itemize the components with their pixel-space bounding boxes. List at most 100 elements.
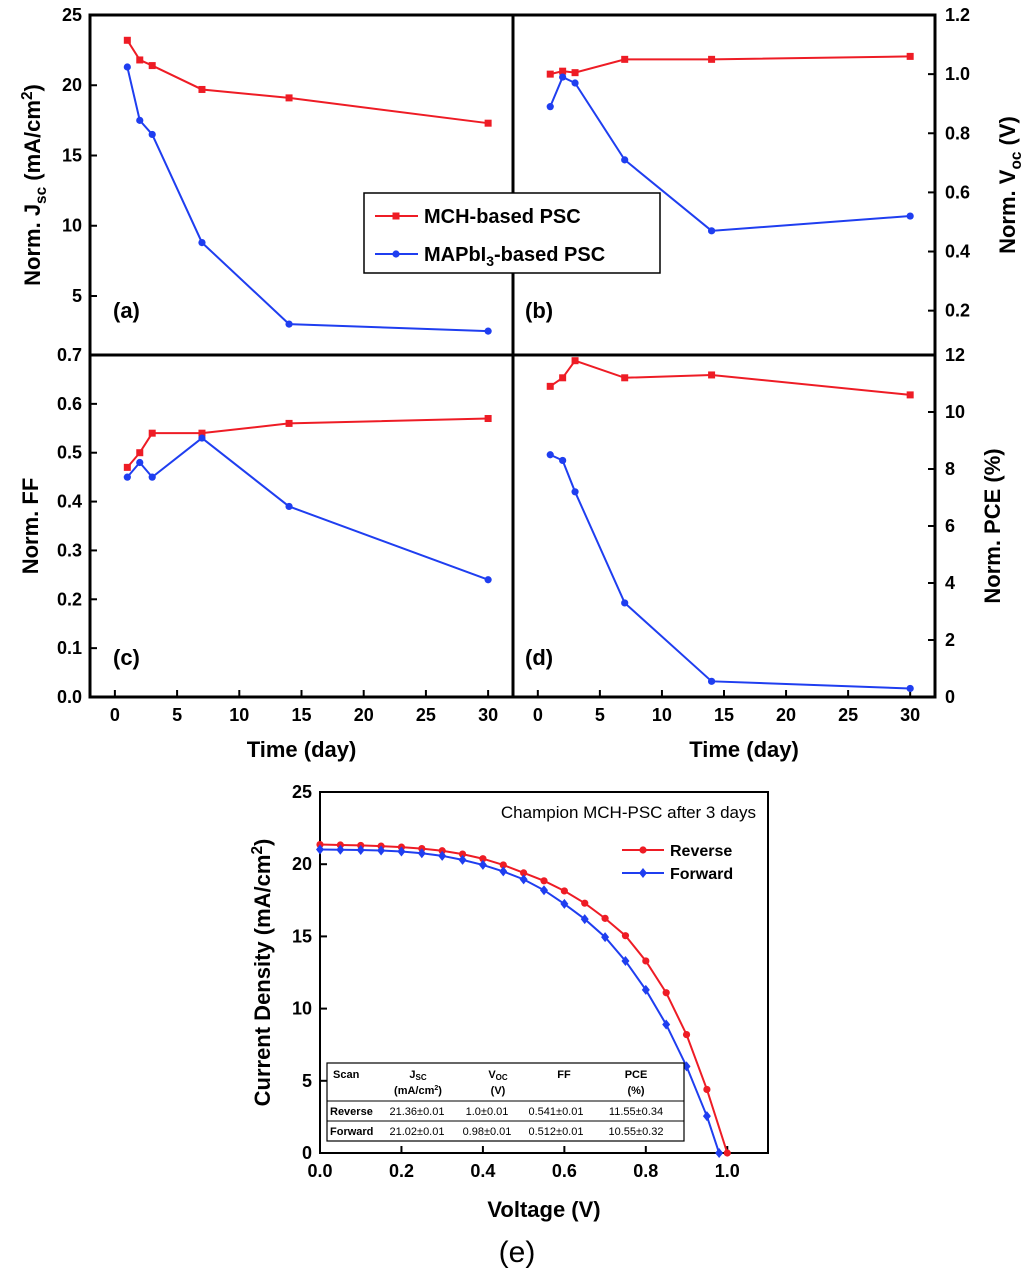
data-point bbox=[540, 885, 548, 896]
y-tick-label: 0 bbox=[945, 687, 955, 707]
series-line bbox=[126, 417, 489, 469]
data-point bbox=[546, 451, 554, 459]
y-tick-label: 0.7 bbox=[57, 345, 82, 365]
data-point bbox=[499, 866, 508, 877]
plot-frame bbox=[319, 791, 769, 1154]
y-axis-title: Norm. Jsc (mA/cm2) bbox=[19, 84, 50, 286]
data-point bbox=[715, 1148, 724, 1158]
data-point bbox=[438, 847, 446, 855]
series-line bbox=[126, 436, 489, 581]
data-point bbox=[336, 844, 345, 855]
series-line bbox=[549, 453, 911, 690]
legend-marker bbox=[639, 846, 647, 854]
y-tick-label: 10 bbox=[292, 999, 312, 1019]
series-mapbi3-based-psc bbox=[123, 63, 492, 335]
table-unit: (mA/cm2) bbox=[394, 1085, 442, 1097]
data-point bbox=[519, 874, 528, 885]
panel-e: 0 5 10 15 20 25 0.0 0.2 0.4 0.6 0.8 1.0 Current Dens… bbox=[249, 782, 769, 1269]
y-tick-label: 1.0 bbox=[945, 64, 970, 84]
table-cell: Reverse bbox=[330, 1106, 373, 1118]
y-tick-label: 8 bbox=[945, 459, 955, 479]
series-mch-based-psc bbox=[123, 36, 492, 127]
data-point bbox=[559, 374, 567, 382]
data-point bbox=[559, 73, 567, 81]
data-point bbox=[484, 327, 492, 335]
legend-label: MCH-based PSC bbox=[424, 206, 581, 228]
y-tick-label: 20 bbox=[292, 854, 312, 874]
legend-label: Reverse bbox=[670, 843, 732, 860]
y-tick-label: 0.3 bbox=[57, 540, 82, 560]
y-tick-label: 0 bbox=[302, 1143, 312, 1163]
table-cell: 0.512±0.01 bbox=[529, 1126, 584, 1138]
data-point bbox=[148, 473, 156, 481]
data-point bbox=[136, 449, 144, 457]
legend-e: Reverse Forward bbox=[622, 843, 733, 883]
data-point bbox=[499, 861, 507, 869]
data-point bbox=[285, 94, 293, 102]
data-point bbox=[484, 415, 492, 423]
data-point bbox=[520, 869, 528, 877]
y-tick-label: 6 bbox=[945, 516, 955, 536]
y-tick-label: 0.2 bbox=[945, 301, 970, 321]
data-point bbox=[560, 898, 569, 909]
data-point bbox=[708, 55, 716, 63]
x-tick-label: 0 bbox=[533, 705, 543, 725]
panel-label: (a) bbox=[113, 298, 140, 323]
y-axis-title: Current Density (mA/cm2) bbox=[249, 839, 275, 1107]
x-tick-label: 15 bbox=[714, 705, 734, 725]
y-tick-label: 4 bbox=[945, 573, 955, 593]
table-unit: (V) bbox=[491, 1085, 506, 1097]
table-cell: 11.55±0.34 bbox=[609, 1106, 663, 1118]
data-point bbox=[621, 374, 629, 382]
y-tick-label: 0.5 bbox=[57, 443, 82, 463]
x-axis-title: Time (day) bbox=[247, 737, 357, 762]
y-tick-label: 0.8 bbox=[945, 123, 970, 143]
data-point bbox=[540, 877, 548, 885]
series-line bbox=[126, 39, 489, 125]
y-tick-label: 25 bbox=[292, 782, 312, 802]
data-point bbox=[198, 434, 206, 442]
data-point bbox=[285, 502, 293, 511]
x-tick-label: 20 bbox=[354, 705, 374, 725]
plot-layer: 5 10 15 20 25 Norm. Jsc (mA/cm2) (a) 0.2 0.4 0.6 0… bbox=[18, 5, 1025, 1269]
panel-a: 5 10 15 20 25 Norm. Jsc (mA/cm2) (a) bbox=[19, 5, 515, 357]
y-tick-label: 15 bbox=[62, 145, 82, 165]
x-tick-label: 20 bbox=[776, 705, 796, 725]
x-tick-label: 5 bbox=[595, 705, 605, 725]
x-tick-label: 0.0 bbox=[307, 1161, 332, 1181]
data-point bbox=[906, 52, 914, 60]
legend-label: Forward bbox=[670, 866, 733, 883]
y-tick-label: 25 bbox=[62, 5, 82, 25]
data-point bbox=[621, 932, 630, 940]
x-axis-title: Voltage (V) bbox=[487, 1197, 600, 1222]
y-tick-label: 20 bbox=[62, 75, 82, 95]
x-tick-label: 25 bbox=[838, 705, 858, 725]
x-tick-label: 25 bbox=[416, 705, 436, 725]
legend-marker bbox=[639, 868, 647, 878]
data-point bbox=[580, 914, 589, 925]
plot-frame bbox=[88, 353, 515, 699]
series-mapbi3-based-psc bbox=[123, 434, 492, 584]
series-mch-based-psc bbox=[546, 52, 914, 78]
x-tick-label: 0.6 bbox=[552, 1161, 577, 1181]
x-tick-label: 0 bbox=[110, 705, 120, 725]
series-line bbox=[549, 75, 911, 232]
y-tick-label: 0.1 bbox=[57, 638, 82, 658]
data-point bbox=[123, 63, 131, 71]
series-mapbi3-based-psc bbox=[546, 451, 914, 693]
y-tick-label: 5 bbox=[302, 1071, 312, 1091]
data-point bbox=[571, 357, 579, 365]
data-point bbox=[621, 55, 629, 63]
y-tick-label: 1.2 bbox=[945, 5, 970, 25]
data-point bbox=[571, 79, 579, 87]
y-axis-title: Norm. FF bbox=[18, 478, 43, 575]
table-cell: 21.36±0.01 bbox=[390, 1106, 445, 1118]
panel-c: 0.0 0.1 0.2 0.3 0.4 0.5 0.6 0.7 0 5 10 15 20 25 30 Norm… bbox=[18, 345, 515, 762]
data-point bbox=[559, 456, 567, 465]
y-tick-label: 0.4 bbox=[57, 492, 82, 512]
data-point bbox=[571, 488, 579, 496]
y-tick-label: 10 bbox=[945, 402, 965, 422]
data-point bbox=[662, 989, 670, 997]
table-unit: (%) bbox=[627, 1085, 644, 1097]
data-point bbox=[560, 887, 568, 895]
